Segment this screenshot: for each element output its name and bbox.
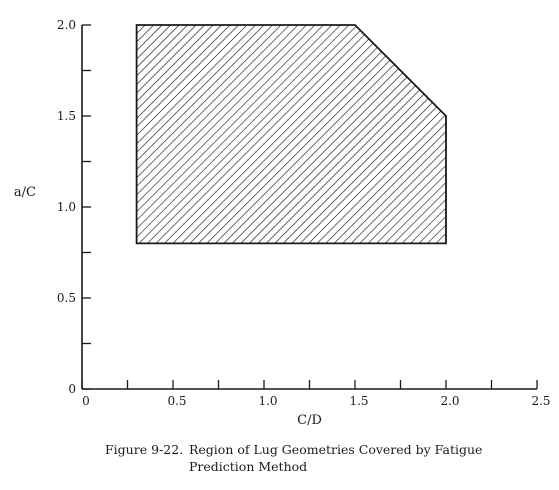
covered-region [135, 24, 447, 245]
x-tick-label: 1.0 [258, 394, 277, 408]
y-tick-label: 1.5 [57, 109, 76, 123]
y-axis-label: a/C [14, 185, 36, 200]
figure-caption: Figure 9-22. Region of Lug Geometries Cov… [105, 441, 482, 475]
y-tick-label: 0.5 [57, 291, 76, 305]
y-tick-label: 2.0 [57, 18, 76, 32]
x-tick-label: 2.5 [531, 394, 550, 408]
y-tick-label: 0 [68, 382, 76, 396]
y-tick-label: 1.0 [57, 200, 76, 214]
caption-line-1: Region of Lug Geometries Covered by Fati… [189, 442, 483, 457]
caption-line-2: Prediction Method [189, 459, 308, 474]
y-ticks: 0 0.5 1.0 1.5 2.0 [57, 18, 91, 396]
x-tick-label: 0 [82, 394, 90, 408]
x-tick-label: 0.5 [167, 394, 186, 408]
x-tick-label: 2.0 [440, 394, 459, 408]
x-tick-label: 1.5 [349, 394, 368, 408]
region-layer [135, 24, 447, 245]
x-axis-label: C/D [297, 413, 322, 428]
x-ticks: 0 0.5 1.0 1.5 2.0 2.5 [81, 380, 551, 408]
region-chart: 0 0.5 1.0 1.5 2.0 2.5 0 0.5 1.0 1.5 2.0 C/D a/C [14, 18, 551, 428]
caption-number: Figure 9-22. [105, 442, 184, 457]
